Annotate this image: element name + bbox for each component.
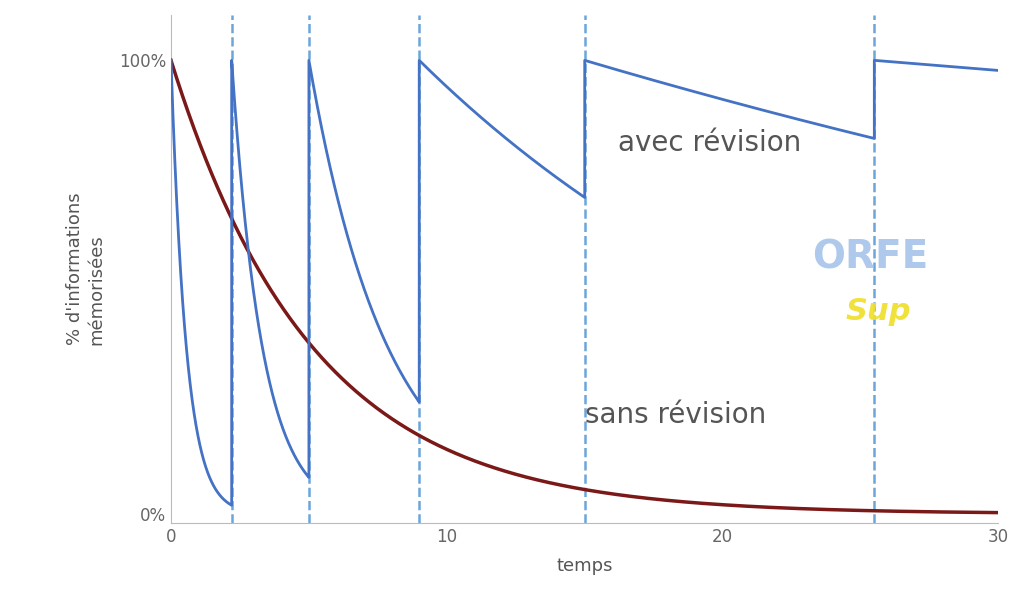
Text: Sup: Sup	[846, 297, 911, 326]
Text: avec révision: avec révision	[617, 129, 801, 157]
X-axis label: temps: temps	[556, 557, 613, 575]
Text: ORFE: ORFE	[812, 239, 929, 277]
Text: sans révision: sans révision	[585, 401, 766, 429]
Y-axis label: % d'informations
mémorisées: % d'informations mémorisées	[67, 193, 105, 346]
